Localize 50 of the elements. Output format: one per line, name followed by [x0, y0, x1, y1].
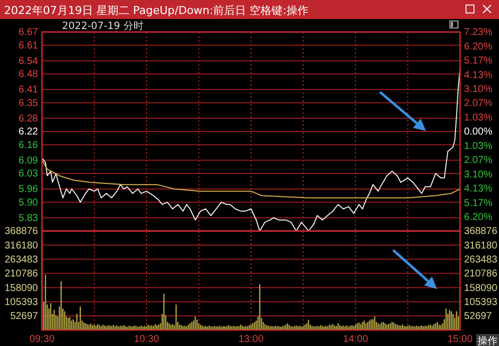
y2-tick-label: 4.13%	[464, 184, 492, 195]
y2-tick-label: 368876	[464, 226, 498, 238]
y-tick-label: 368876	[4, 226, 38, 238]
x-tick-label: 09:30	[29, 334, 55, 346]
y2-tick-label: 2.07%	[464, 98, 492, 110]
x-tick-label: 14:00	[342, 334, 368, 346]
y-tick-label: 6.16	[18, 140, 38, 151]
y-tick-label: 6.48	[18, 69, 38, 80]
y-tick-label: 5.83	[18, 212, 38, 224]
y2-tick-label: 1.03%	[464, 140, 492, 152]
y2-tick-label: 316180	[464, 240, 498, 252]
x-tick-label: 15:00	[447, 334, 473, 346]
text: 操作	[478, 335, 498, 346]
y2-tick-label: 105393	[464, 296, 498, 308]
y-tick-label: 6.41	[18, 84, 38, 96]
y-tick-label: 5.90	[18, 197, 38, 208]
y2-tick-label: 5.17%	[464, 56, 492, 67]
y2-tick-label: 5.17%	[464, 198, 492, 209]
y-tick-label: 6.35	[18, 98, 38, 109]
y-tick-label: 158090	[4, 282, 38, 294]
y-tick-label: 316180	[4, 240, 38, 252]
y-tick-label: 5.96	[18, 184, 38, 196]
y-tick-label: 6.28	[18, 113, 38, 124]
y2-tick-label: 263483	[464, 254, 498, 266]
y-tick-label: 52697	[10, 311, 38, 322]
y2-tick-label: 7.23%	[464, 27, 492, 38]
y2-tick-label: 158090	[464, 282, 498, 294]
y2-tick-label: 0.00%	[464, 126, 492, 138]
y2-tick-label: 6.20%	[464, 212, 492, 224]
y2-tick-label: 210786	[464, 268, 498, 280]
y2-tick-label: 4.13%	[464, 70, 492, 81]
y2-tick-label: 2.07%	[464, 155, 492, 166]
chart-title: 2022年07月19日 星期二 PageUp/Down:前后日 空格键:操作	[4, 4, 308, 17]
y-tick-label: 6.09	[18, 155, 38, 166]
y2-tick-label: 52697	[464, 311, 492, 322]
y-tick-label: 6.22	[18, 126, 38, 138]
y-tick-label: 263483	[4, 254, 38, 266]
y-tick-label: 210786	[4, 268, 38, 280]
y-tick-label: 6.67	[18, 27, 38, 38]
y-tick-label: 105393	[4, 296, 38, 308]
y-tick-label: 6.03	[18, 168, 38, 180]
y2-tick-label: 6.20%	[464, 41, 492, 52]
y-tick-label: 6.61	[18, 40, 38, 52]
y-tick-label: 6.54	[18, 56, 38, 67]
x-tick-label: 10:30	[134, 334, 160, 346]
y2-tick-label: 3.10%	[464, 84, 492, 96]
y2-tick-label: 3.10%	[464, 169, 492, 180]
chart-subtitle: 2022-07-19 分时	[62, 20, 144, 32]
y2-tick-label: 1.03%	[464, 112, 492, 124]
x-tick-label: 13:00	[238, 334, 264, 346]
